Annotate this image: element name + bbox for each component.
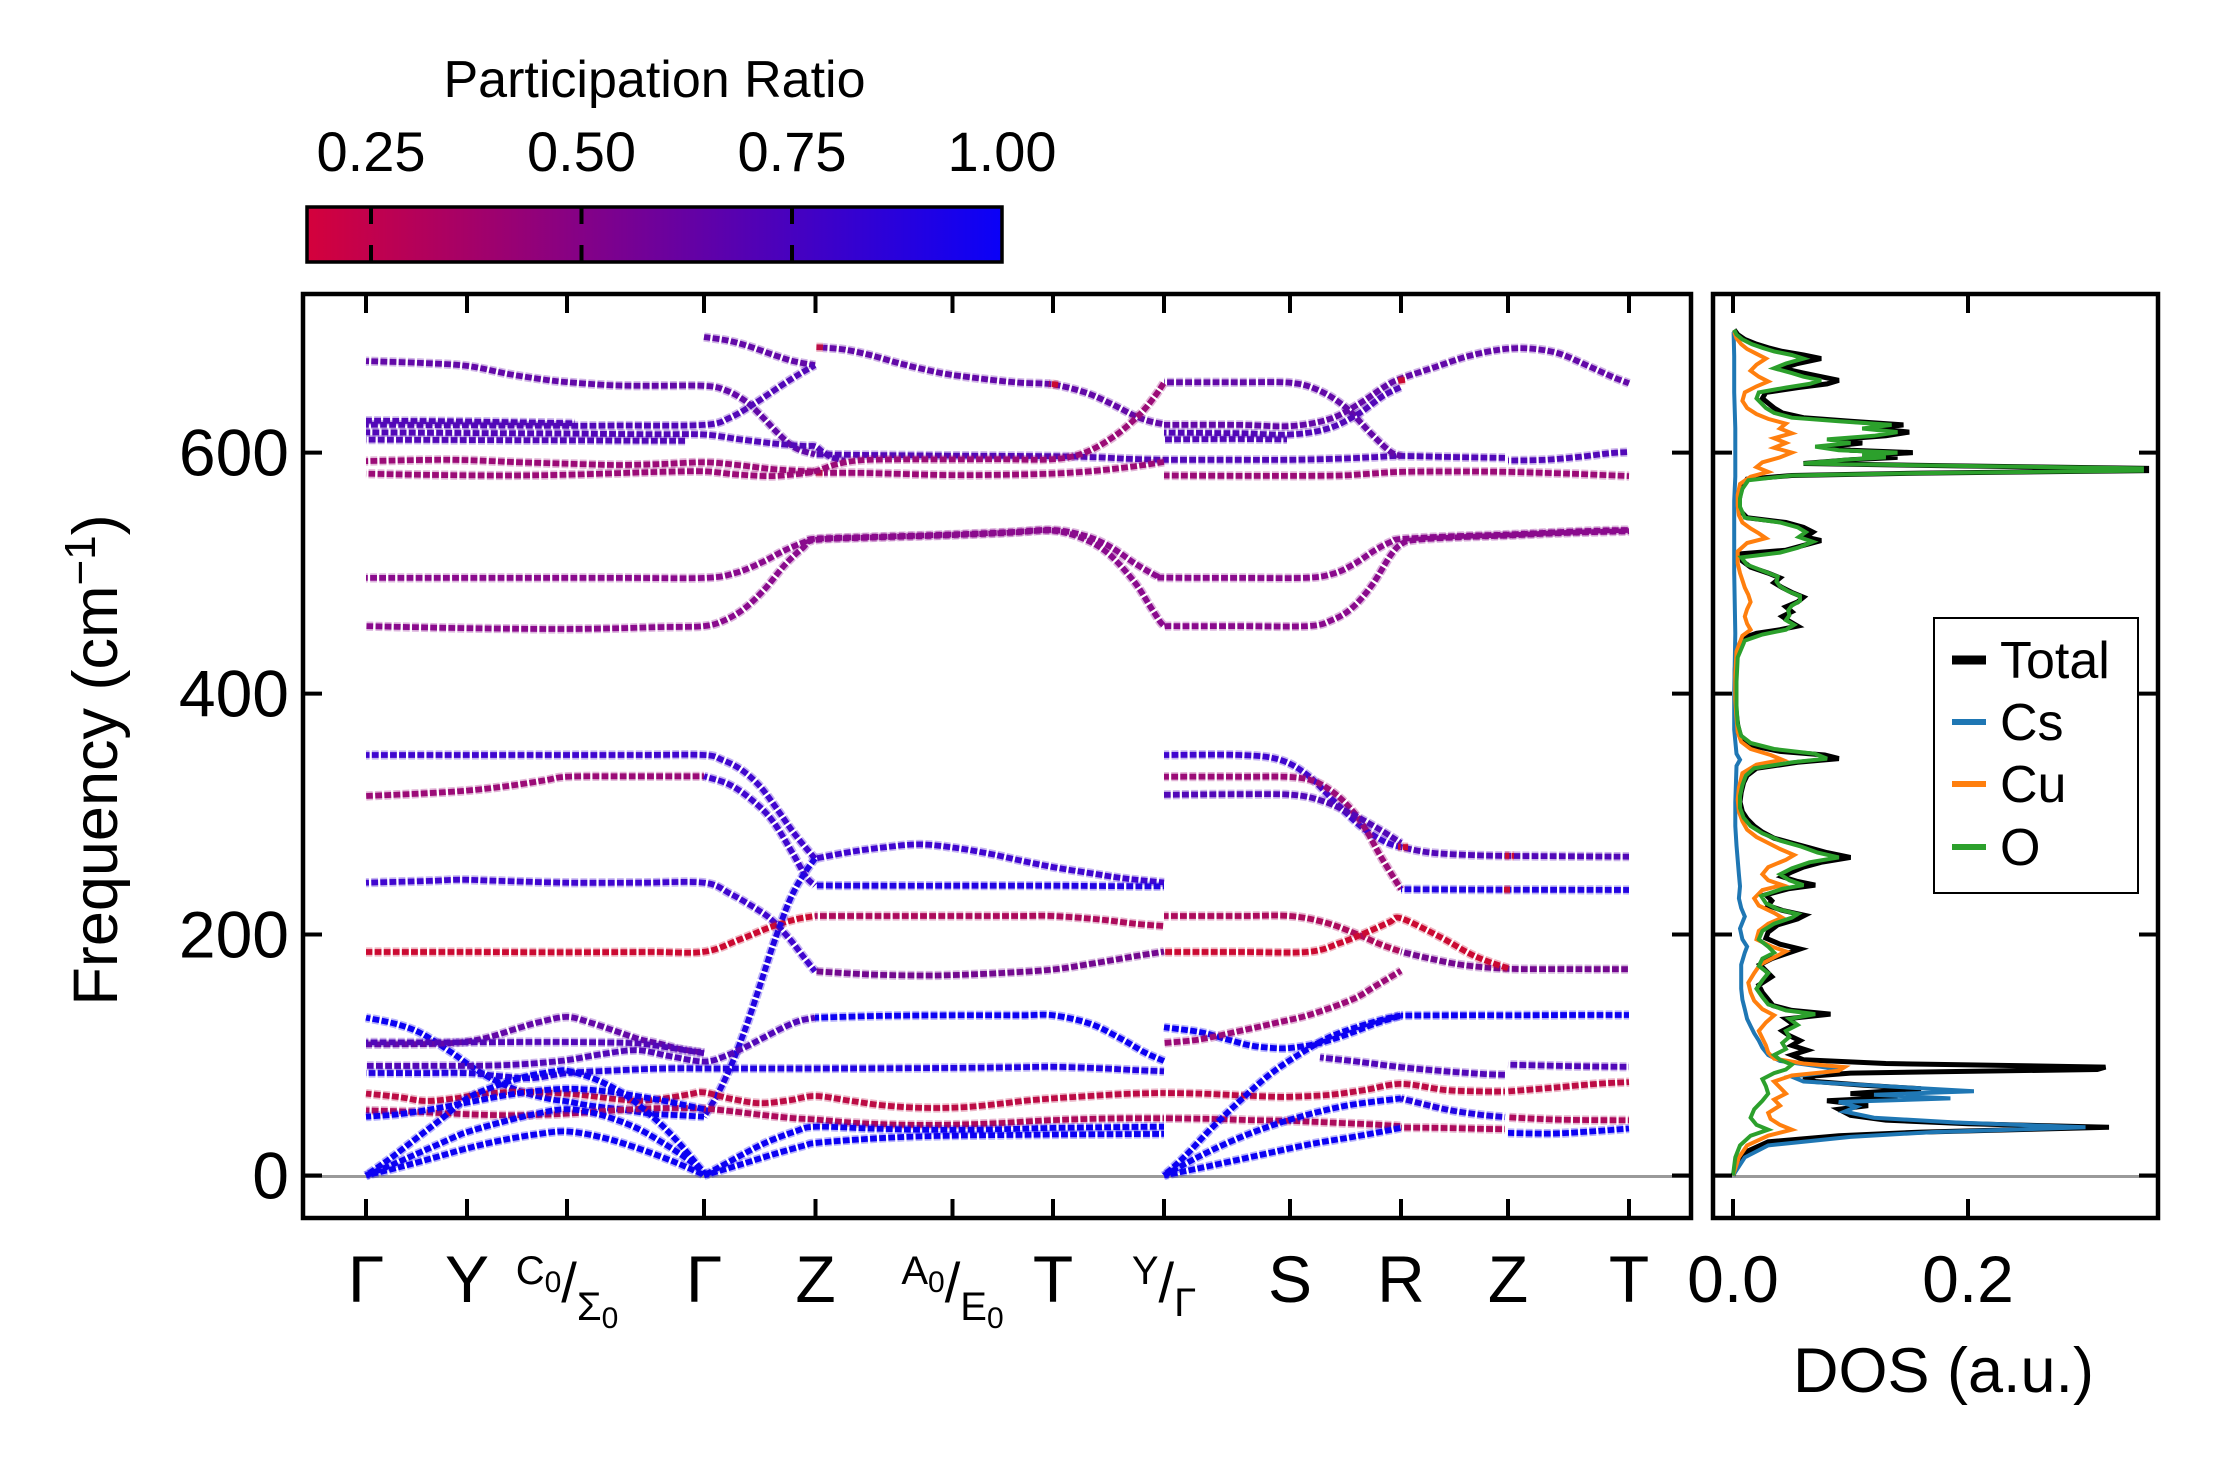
svg-text:Cu: Cu (2000, 756, 2066, 814)
svg-text:0.25: 0.25 (317, 120, 426, 183)
svg-text:DOS (a.u.): DOS (a.u.) (1793, 1336, 2094, 1406)
svg-text:0.0: 0.0 (1687, 1242, 1779, 1316)
svg-text:200: 200 (179, 898, 289, 972)
svg-text:O: O (2000, 819, 2040, 877)
svg-text:1.00: 1.00 (948, 120, 1057, 183)
svg-text:Cs: Cs (2000, 694, 2064, 752)
svg-text:Frequency (cm−1): Frequency (cm−1) (56, 514, 131, 1005)
svg-text:Y/Γ: Y/Γ (1132, 1249, 1196, 1325)
svg-text:A0/E0: A0/E0 (901, 1249, 1003, 1335)
svg-text:0.50: 0.50 (527, 120, 636, 183)
svg-text:S: S (1268, 1242, 1312, 1316)
svg-text:R: R (1377, 1242, 1425, 1316)
svg-text:Z: Z (795, 1242, 835, 1316)
svg-text:C0/Σ0: C0/Σ0 (516, 1249, 619, 1335)
svg-text:Γ: Γ (686, 1242, 722, 1316)
svg-text:T: T (1033, 1242, 1073, 1316)
svg-text:600: 600 (179, 416, 289, 490)
svg-text:T: T (1609, 1242, 1649, 1316)
svg-text:0.75: 0.75 (738, 120, 847, 183)
svg-text:0: 0 (252, 1139, 289, 1213)
svg-text:0.2: 0.2 (1922, 1242, 2014, 1316)
svg-text:Γ: Γ (348, 1242, 384, 1316)
svg-text:Total: Total (2000, 632, 2110, 690)
svg-text:Participation Ratio: Participation Ratio (444, 51, 866, 109)
svg-text:Y: Y (445, 1242, 489, 1316)
svg-text:Z: Z (1488, 1242, 1528, 1316)
svg-text:400: 400 (179, 657, 289, 731)
